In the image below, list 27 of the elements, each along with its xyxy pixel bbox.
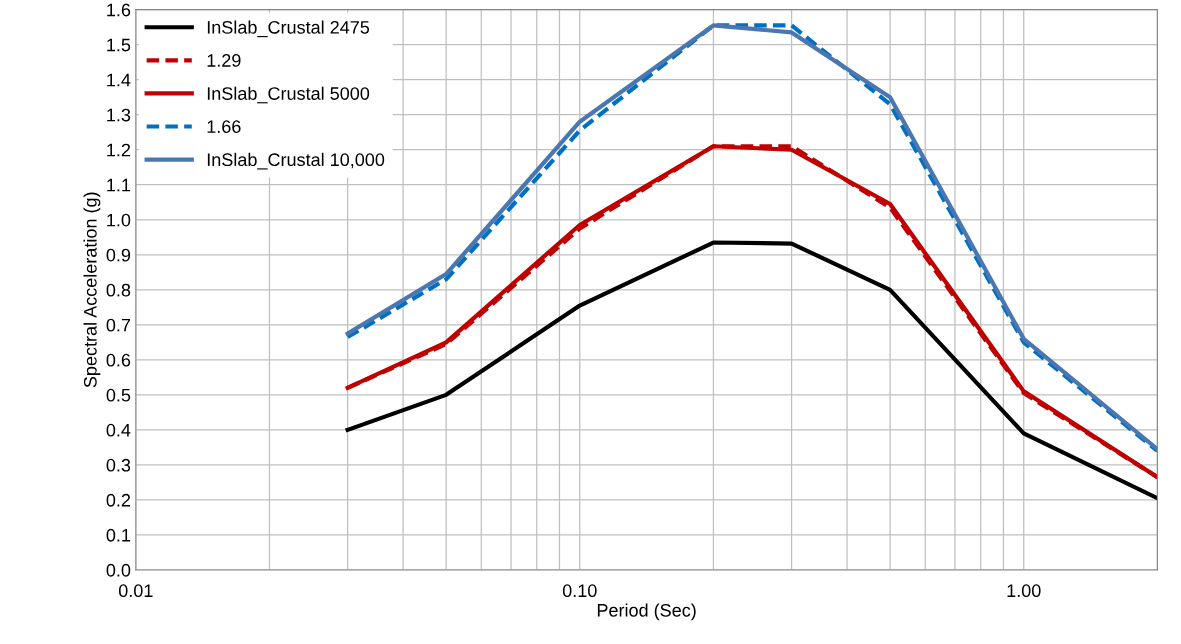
legend-label: InSlab_Crustal 10,000	[207, 152, 385, 170]
x-tick-label: 0.01	[118, 584, 153, 598]
y-tick-label: 1.2	[107, 143, 131, 157]
x-tick-label: 1.00	[1007, 584, 1041, 598]
y-tick-label: 0.7	[106, 318, 131, 332]
x-tick-label: 0.10	[562, 584, 597, 598]
legend-label: InSlab_Crustal 5000	[207, 86, 370, 104]
y-tick-label: 1.1	[107, 178, 131, 192]
legend-label: InSlab_Crustal 2475	[207, 20, 370, 38]
y-tick-label: 1.4	[107, 73, 131, 87]
legend-label: 1.66	[207, 120, 241, 133]
y-tick-label: 1.3	[107, 108, 131, 122]
y-tick-label: 0.3	[106, 458, 131, 472]
y-tick-label: 0.0	[106, 563, 131, 577]
legend-label: 1.29	[207, 54, 241, 67]
y-tick-label: 0.6	[106, 353, 131, 367]
y-tick-label: 0.5	[106, 388, 131, 402]
y-tick-label: 1.5	[107, 38, 131, 52]
y-tick-label: 0.2	[106, 493, 131, 507]
y-tick-label: 0.1	[106, 528, 131, 542]
x-axis-title: Period (Sec)	[597, 603, 696, 621]
y-tick-label: 1.6	[107, 3, 131, 17]
y-tick-label: 0.9	[106, 248, 131, 262]
y-tick-label: 0.8	[106, 283, 131, 297]
y-axis-title: Spectral Acceleration (g)	[83, 192, 101, 388]
y-tick-label: 0.4	[106, 423, 131, 437]
y-tick-label: 1.0	[107, 213, 131, 227]
